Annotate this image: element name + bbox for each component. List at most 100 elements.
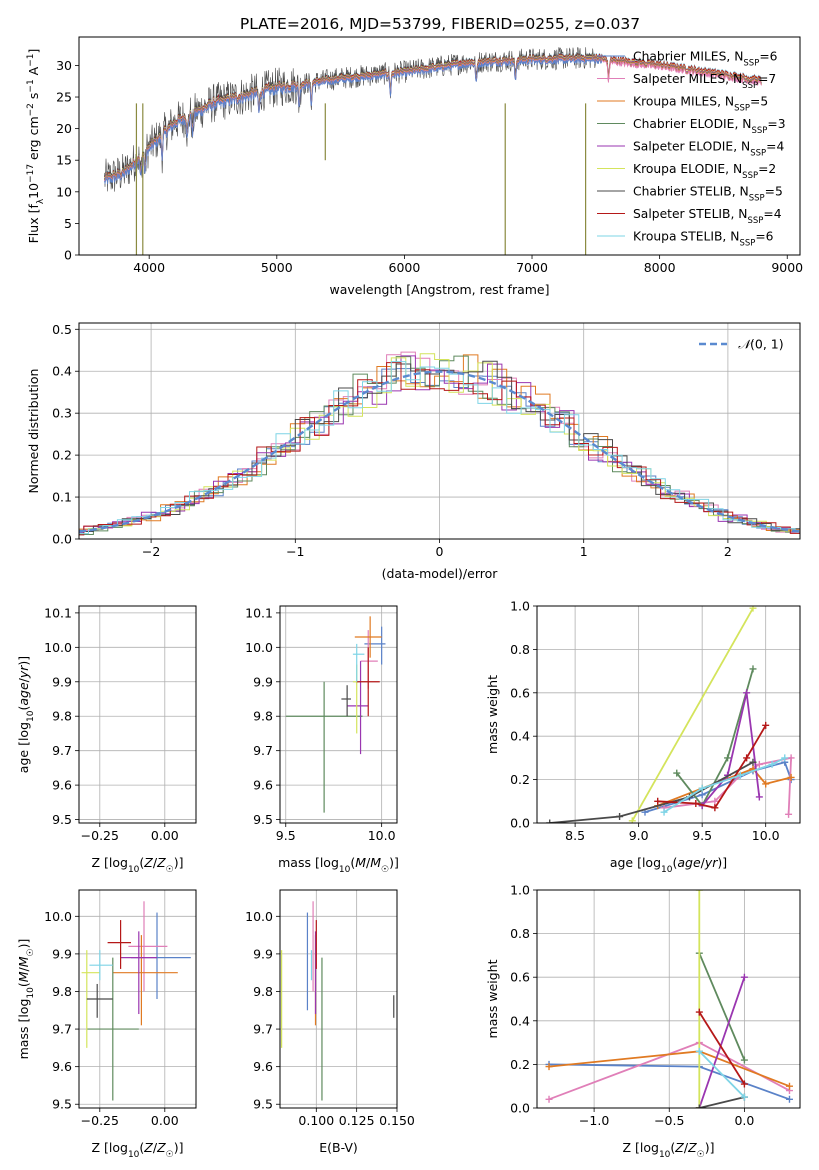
y-tick-label: 0.4 bbox=[510, 729, 530, 744]
y-tick-label: 10.0 bbox=[245, 909, 273, 924]
weight-point bbox=[740, 1080, 748, 1088]
x-tick-label: −0.25 bbox=[81, 1113, 119, 1128]
weight-series-line bbox=[676, 668, 754, 808]
residual-ylabel: Normed distribution bbox=[26, 369, 41, 494]
legend-entry: Chabrier ELODIE, NSSP=3 bbox=[633, 117, 786, 136]
legend-entry: Kroupa STELIB, NSSP=6 bbox=[633, 230, 774, 249]
errorbar-point bbox=[285, 681, 363, 813]
errorbar-point bbox=[364, 626, 386, 665]
y-tick-label: 0.5 bbox=[52, 322, 72, 337]
x-tick-label: 9.5 bbox=[692, 828, 712, 843]
y-tick-label: 9.9 bbox=[52, 946, 72, 961]
y-tick-label: 10.0 bbox=[245, 640, 273, 655]
legend-entry: Salpeter STELIB, NSSP=4 bbox=[633, 207, 782, 226]
y-tick-label: 0.8 bbox=[510, 642, 530, 657]
x-tick-label: 9000 bbox=[771, 260, 803, 275]
weight-vs-age-panel-ylabel: mass weight bbox=[485, 675, 500, 754]
x-tick-label: 5000 bbox=[261, 260, 293, 275]
y-tick-label: 10.1 bbox=[245, 605, 273, 620]
x-tick-label: 8000 bbox=[644, 260, 676, 275]
y-tick-label: 0.0 bbox=[510, 816, 530, 831]
legend-entry: Kroupa MILES, NSSP=5 bbox=[633, 95, 768, 114]
weight-point bbox=[785, 1095, 793, 1103]
weight-point bbox=[695, 1104, 703, 1108]
x-tick-label: 10.0 bbox=[752, 828, 780, 843]
weight-point bbox=[785, 810, 793, 818]
y-tick-label: 0.2 bbox=[510, 1057, 530, 1072]
gaussian-curve bbox=[79, 370, 800, 533]
x-tick-label: 0.150 bbox=[379, 1113, 415, 1128]
y-tick-label: 10.0 bbox=[44, 640, 72, 655]
mass-vs-Z-panel-xlabel: Z [log10(Z/Z☉)] bbox=[91, 1140, 183, 1160]
y-tick-label: 0.0 bbox=[510, 1101, 530, 1116]
errorbar-point bbox=[341, 685, 351, 717]
errorbar-point bbox=[134, 627, 173, 689]
age-vs-Z-panel-xlabel: Z [log10(Z/Z☉)] bbox=[91, 855, 183, 875]
y-tick-label: 9.6 bbox=[52, 1059, 72, 1074]
x-tick-label: 0 bbox=[436, 544, 444, 559]
plot-area bbox=[285, 616, 386, 813]
x-tick-label: −1.0 bbox=[579, 1113, 609, 1128]
plot-area bbox=[82, 616, 196, 812]
weight-point bbox=[692, 799, 700, 807]
errorbar-point bbox=[352, 643, 365, 682]
weight-point bbox=[616, 812, 624, 820]
y-tick-label: 9.7 bbox=[52, 1022, 72, 1037]
weight-point bbox=[545, 1063, 553, 1071]
age-vs-mass-panel: 9.5 10.0 9.5 9.6 9.7 9.8 9.9 10.0 10.1 mass [log1… bbox=[245, 605, 399, 875]
residual-xlabel: (data-model)/error bbox=[382, 566, 499, 581]
histogram-series bbox=[79, 361, 800, 535]
y-tick-label: 9.7 bbox=[253, 1022, 273, 1037]
weight-vs-age-panel-xlabel: age [log10(age/yr)] bbox=[610, 855, 727, 875]
y-tick-label: 0.6 bbox=[510, 970, 530, 985]
weight-point bbox=[695, 890, 703, 894]
plot-area bbox=[545, 890, 793, 1108]
y-tick-label: 9.9 bbox=[253, 946, 273, 961]
x-tick-label: 0.125 bbox=[339, 1113, 375, 1128]
weight-point bbox=[755, 793, 763, 801]
y-tick-label: 15 bbox=[56, 153, 72, 168]
weight-point bbox=[711, 797, 719, 805]
weight-point bbox=[736, 771, 744, 779]
histogram-series bbox=[79, 355, 800, 534]
errorbar-point bbox=[89, 950, 113, 981]
weight-vs-Z-panel-ylabel: mass weight bbox=[485, 959, 500, 1038]
weight-point bbox=[781, 754, 789, 762]
plot-area bbox=[81, 901, 191, 1101]
errorbar-point bbox=[134, 616, 186, 657]
errorbar-point bbox=[100, 627, 196, 658]
y-tick-label: 10.0 bbox=[44, 909, 72, 924]
weight-point bbox=[755, 760, 763, 768]
errorbar-point bbox=[352, 664, 359, 734]
weight-point bbox=[654, 797, 662, 805]
y-tick-label: 0.6 bbox=[510, 685, 530, 700]
weight-point bbox=[546, 819, 554, 823]
x-tick-label: −2 bbox=[142, 544, 160, 559]
mass-vs-Z-panel: −0.25 0.00 9.5 9.6 9.7 9.8 9.9 10.0 Z [log10(Z/Z… bbox=[16, 889, 197, 1160]
errorbar-point bbox=[112, 935, 178, 1026]
y-tick-label: 0.0 bbox=[52, 532, 72, 547]
x-tick-label: 0.100 bbox=[298, 1113, 334, 1128]
axes-frame bbox=[536, 605, 801, 824]
y-tick-label: 1.0 bbox=[510, 883, 530, 898]
weight-point bbox=[545, 1095, 553, 1103]
weight-series-line bbox=[631, 607, 754, 822]
y-tick-label: 9.8 bbox=[52, 984, 72, 999]
y-tick-label: 9.6 bbox=[52, 778, 72, 793]
x-tick-label: 4000 bbox=[133, 260, 165, 275]
weight-vs-Z-panel-xlabel: Z [log10(Z/Z☉)] bbox=[622, 1140, 714, 1160]
legend-entry: Salpeter ELODIE, NSSP=4 bbox=[633, 140, 784, 159]
y-tick-label: 9.7 bbox=[253, 743, 273, 758]
legend-entry: Chabrier STELIB, NSSP=5 bbox=[633, 185, 783, 204]
y-tick-label: 0.1 bbox=[52, 490, 72, 505]
weight-point bbox=[695, 1047, 703, 1055]
age-vs-Z-panel-ylabel: age [log10(age/yr)] bbox=[16, 656, 36, 773]
y-tick-label: 9.5 bbox=[52, 1097, 72, 1112]
weight-point bbox=[673, 769, 681, 777]
weight-point bbox=[787, 754, 795, 762]
spectrum-ylabel: Flux [fλ10−17 erg cm−2 s−1 A−1] bbox=[26, 49, 46, 244]
axes-frame bbox=[279, 889, 398, 1109]
weight-point bbox=[698, 784, 706, 792]
axes-frame bbox=[78, 36, 801, 256]
weight-series-line bbox=[701, 692, 761, 807]
